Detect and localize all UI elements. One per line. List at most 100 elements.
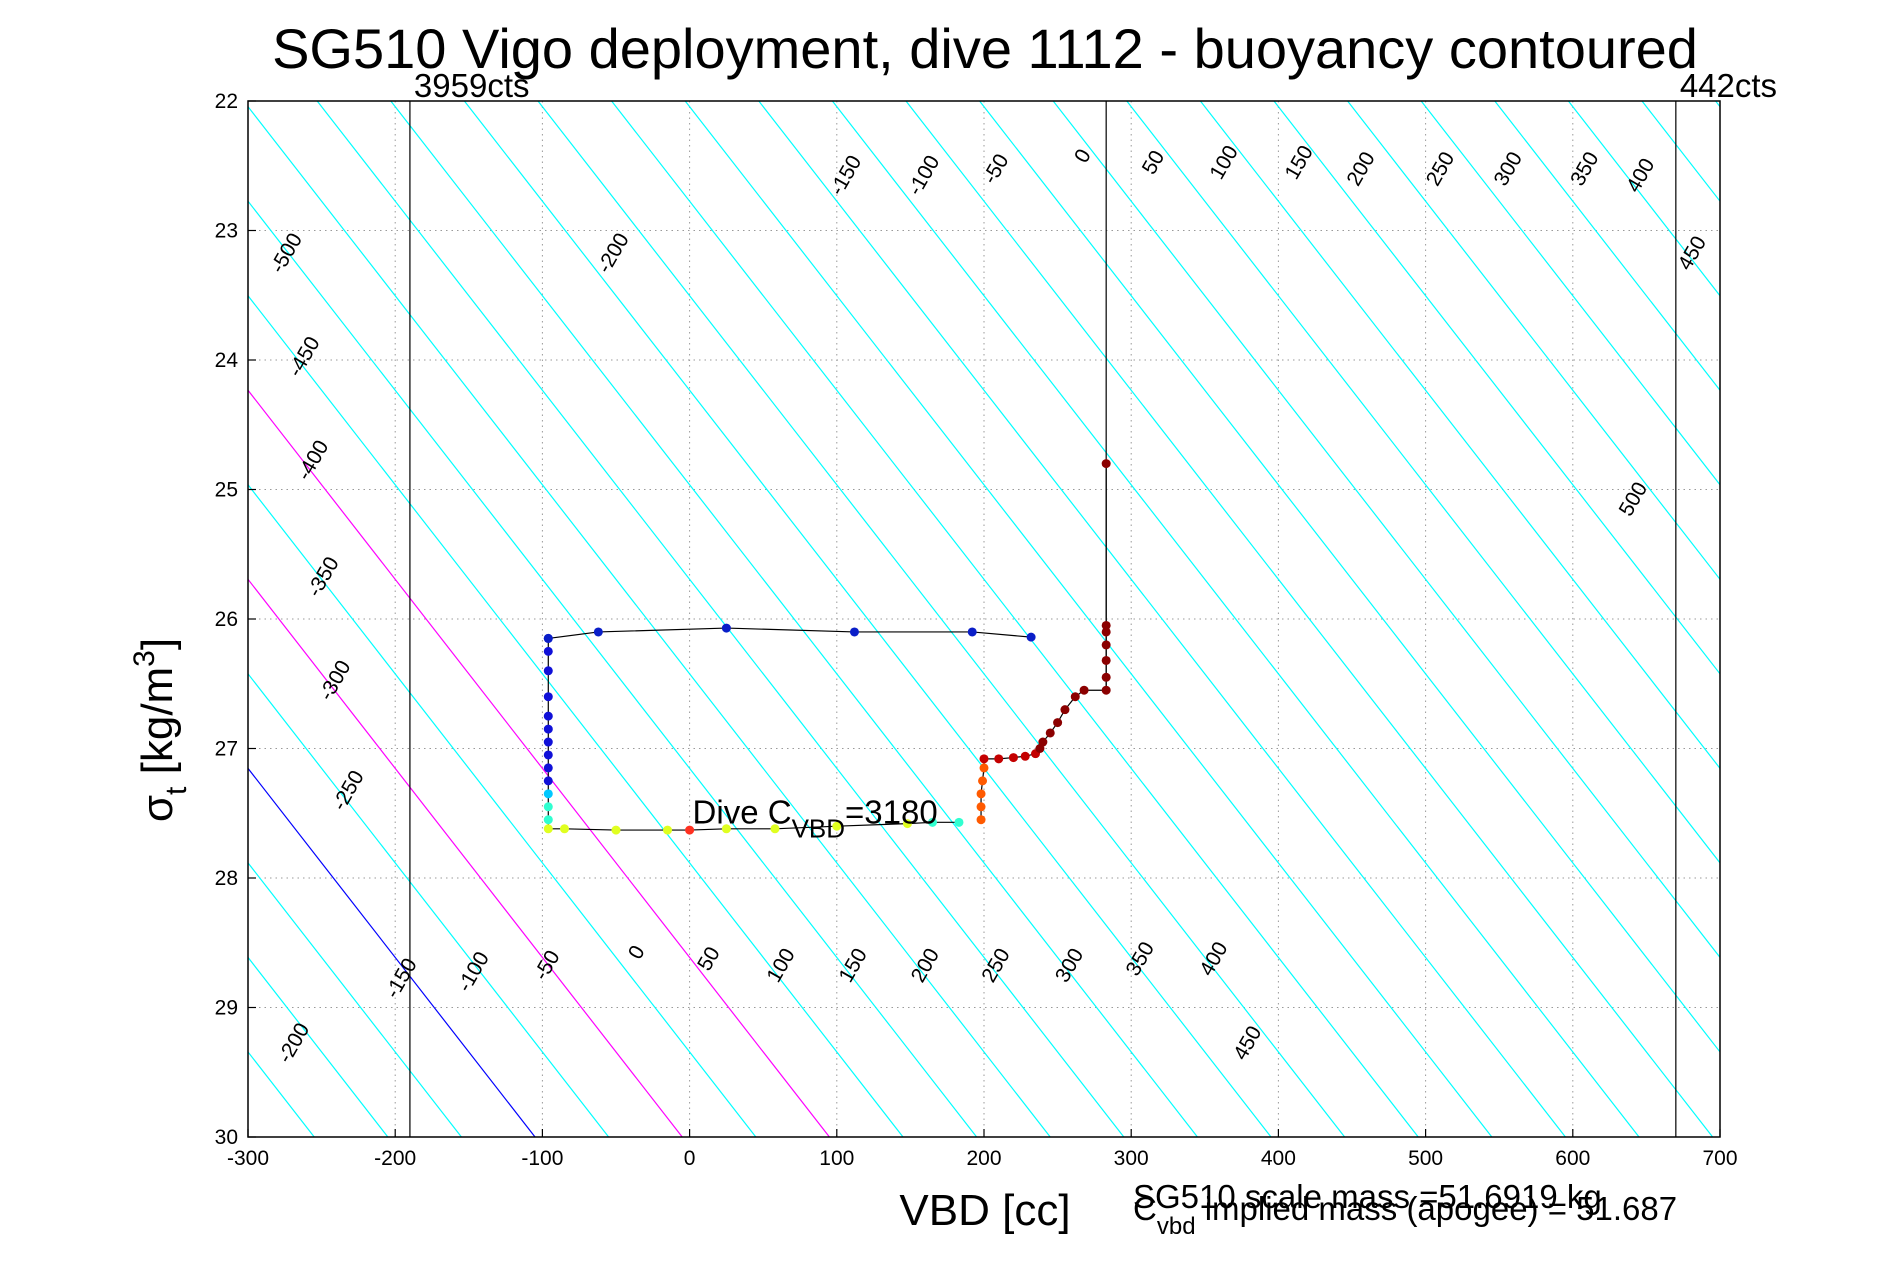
dive-point [543,750,553,760]
dive-cvbd-annotation: Dive CVBD=3180 [693,793,938,843]
y-tick-label: 25 [215,479,238,502]
axis-ticks: -300 -200 -100 0 100 200 300 400 500 600 700 22 23 24… [215,90,1738,1170]
dive-point [543,724,553,734]
glider-paths [543,459,1111,835]
dive-point [543,776,553,786]
contour-line [248,956,389,1137]
contour-line [905,101,1714,1137]
annotation-suffix: =3180 [845,793,938,830]
contour-line [248,672,610,1137]
y-axis-label: σt [kg/m3] [128,638,193,822]
climb-point [976,815,986,825]
x-tick-label: 400 [1261,1147,1296,1170]
highlight-contour-line [248,578,683,1137]
dive-point [543,763,553,773]
x-tick-label: 0 [684,1147,696,1170]
x-tick-label: -100 [521,1147,563,1170]
vbd-limit-label: 442cts [1680,67,1777,104]
climb-point [1101,640,1111,650]
y-axis-label-close: ] [133,638,182,650]
climb-point [976,802,986,812]
contour-line [537,101,1346,1137]
dive-point [559,824,569,834]
scale-mass-footer: SG510 scale mass =51.6919 kg [1133,1178,1602,1215]
vertical-reference-lines: 3959cts 442cts [409,67,1777,1137]
contour-line [611,101,1419,1137]
y-tick-label: 27 [215,738,238,761]
climb-point [1070,692,1080,702]
dive-point [543,666,553,676]
annotation-subscript: VBD [792,813,845,843]
contour-line [1567,101,1720,297]
implied-mass-subscript: vbd [1157,1213,1196,1240]
contour-line [390,101,1198,1137]
contour-line [248,294,904,1137]
contour-line [316,101,1125,1137]
annotation-prefix: Dive C [693,793,792,830]
climb-point [1101,459,1111,469]
climb-point [1045,728,1055,738]
apogee-point [849,627,859,637]
apogee-point [1026,632,1036,642]
y-tick-label: 26 [215,608,238,631]
climb-point [1053,718,1063,728]
apogee-point [967,627,977,637]
climb-point [1060,705,1070,715]
climb-point [994,754,1004,764]
climb-point [1101,620,1111,630]
climb-point [979,754,989,764]
climb-point [1101,672,1111,682]
apogee-point [593,627,603,637]
y-axis-label-units: [kg/m [133,667,182,775]
dive-point [543,802,553,812]
x-tick-label: 300 [1114,1147,1149,1170]
x-tick-label: 700 [1702,1147,1737,1170]
contour-line [831,101,1640,1137]
y-tick-label: 29 [215,997,238,1020]
contour-line [1273,101,1720,675]
contour-line [1199,101,1720,770]
y-tick-label: 24 [215,349,239,372]
climb-point [1020,751,1030,761]
dive-point [543,815,553,825]
contour-line [463,101,1272,1137]
contour-line [1494,101,1720,392]
dive-point [543,711,553,721]
climb-point [976,789,986,799]
y-tick-label: 28 [215,867,238,890]
contour-line [248,861,462,1137]
x-tick-label: 500 [1408,1147,1443,1170]
contour-line [248,105,1051,1137]
contour-line [684,101,1493,1137]
contour-lines [248,101,1720,1137]
contour-line [248,483,757,1137]
apogee-point [543,633,553,643]
contour-line [248,200,978,1137]
y-axis-label-superscript: 3 [128,650,161,667]
climb-point [1079,685,1089,695]
apogee-point [721,623,731,633]
y-axis-label-symbol: σ [133,795,182,822]
x-tick-label: -200 [374,1147,416,1170]
svg-text:σt [kg/m3]: σt [kg/m3] [128,638,193,822]
climb-point [1101,627,1111,637]
dive-point [832,821,842,831]
y-axis-label-subscript: t [160,786,193,795]
contour-line [1420,101,1720,486]
zero-buoyancy-line [248,767,536,1137]
dive-point [543,789,553,799]
y-tick-label: 22 [215,90,238,113]
apogee-path [548,627,1032,640]
dive-point [721,824,731,834]
contour-line [1126,101,1720,864]
y-tick-label: 30 [215,1126,238,1149]
dive-point [685,825,695,835]
climb-point [1101,655,1111,665]
x-tick-label: 600 [1555,1147,1590,1170]
contour-line [1347,101,1720,581]
chart-title: SG510 Vigo deployment, dive 1112 - buoya… [272,17,1698,80]
climb-point [978,776,988,786]
implied-mass-suffix: implied mass (apogee) = 51.687 [1196,1190,1678,1227]
